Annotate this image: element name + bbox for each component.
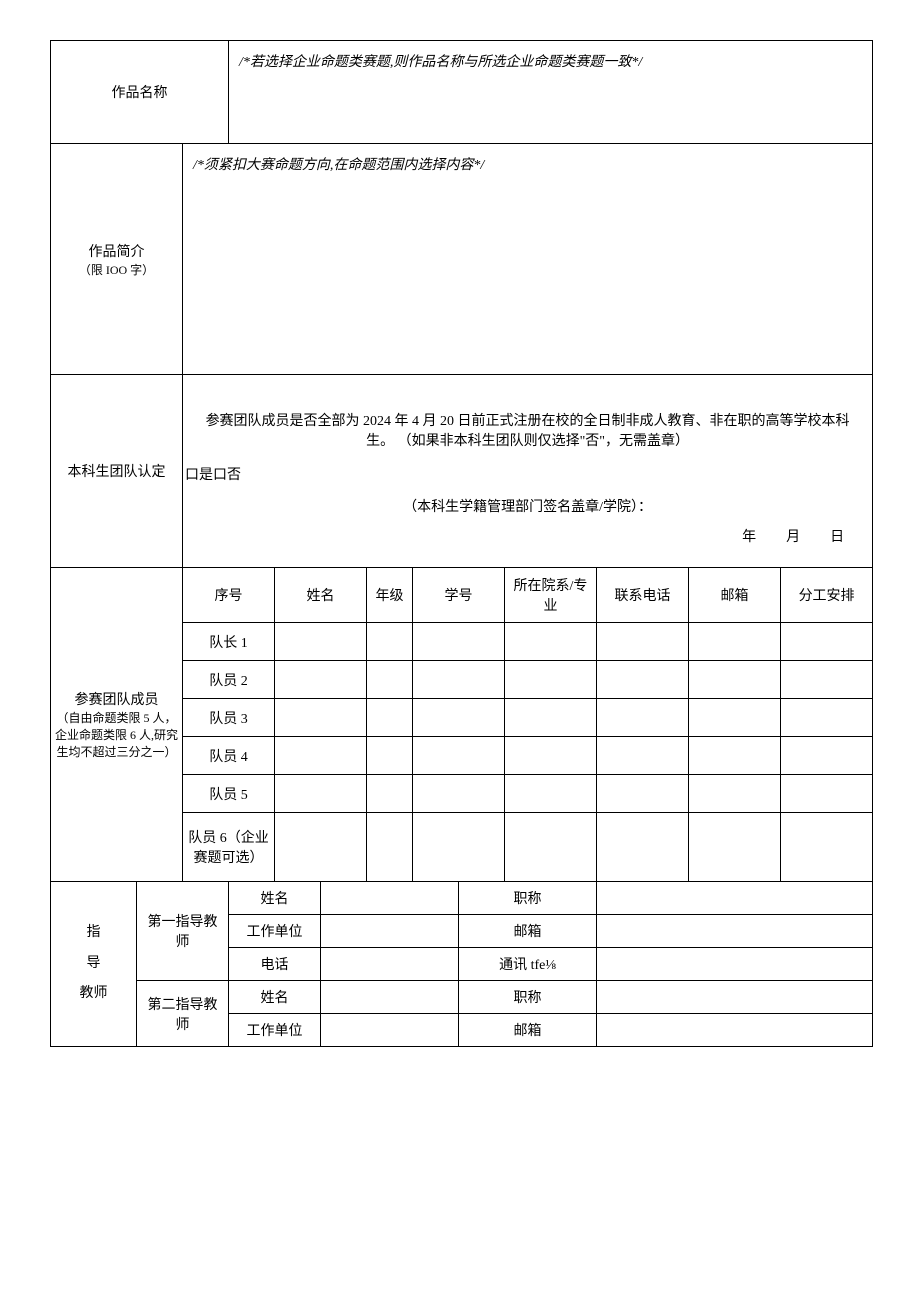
advisor1-addr-input[interactable]	[597, 948, 873, 981]
advisor1-title-input[interactable]	[597, 882, 873, 915]
member-name-3[interactable]	[275, 699, 367, 737]
member-row-num-6: 队员 6（企业赛题可选）	[183, 813, 275, 882]
members-header-name: 姓名	[275, 568, 367, 623]
advisor2-email-label: 邮箱	[459, 1014, 597, 1047]
member-email-4[interactable]	[689, 737, 781, 775]
members-header-num: 序号	[183, 568, 275, 623]
member-phone-5[interactable]	[597, 775, 689, 813]
advisor1-phone-input[interactable]	[321, 948, 459, 981]
member-dept-6[interactable]	[505, 813, 597, 882]
member-email-2[interactable]	[689, 661, 781, 699]
member-sid-6[interactable]	[413, 813, 505, 882]
member-phone-1[interactable]	[597, 623, 689, 661]
advisor1-name-input[interactable]	[321, 882, 459, 915]
work-name-label: 作品名称	[51, 41, 229, 144]
member-sid-2[interactable]	[413, 661, 505, 699]
members-header-sid: 学号	[413, 568, 505, 623]
member-phone-4[interactable]	[597, 737, 689, 775]
members-header-dept: 所在院系/专业	[505, 568, 597, 623]
advisor1-addr-label: 通讯 tfe⅛	[459, 948, 597, 981]
member-grade-2[interactable]	[367, 661, 413, 699]
member-role-2[interactable]	[781, 661, 873, 699]
advisor1-email-label: 邮箱	[459, 915, 597, 948]
advisor2-email-input[interactable]	[597, 1014, 873, 1047]
advisors-label-b: 导	[87, 956, 101, 971]
work-name-hint[interactable]: /*若选择企业命题类赛题,则作品名称与所选企业命题类赛题一致*/	[229, 41, 873, 144]
member-email-6[interactable]	[689, 813, 781, 882]
member-dept-3[interactable]	[505, 699, 597, 737]
members-header-role: 分工安排	[781, 568, 873, 623]
member-phone-6[interactable]	[597, 813, 689, 882]
member-role-4[interactable]	[781, 737, 873, 775]
member-grade-6[interactable]	[367, 813, 413, 882]
member-role-6[interactable]	[781, 813, 873, 882]
member-grade-1[interactable]	[367, 623, 413, 661]
member-email-3[interactable]	[689, 699, 781, 737]
member-phone-3[interactable]	[597, 699, 689, 737]
advisors-label-a: 指	[87, 925, 101, 940]
member-phone-2[interactable]	[597, 661, 689, 699]
member-name-1[interactable]	[275, 623, 367, 661]
member-grade-4[interactable]	[367, 737, 413, 775]
member-dept-4[interactable]	[505, 737, 597, 775]
member-row-num-2: 队员 2	[183, 661, 275, 699]
member-row-num-1: 队长 1	[183, 623, 275, 661]
form-table: 作品名称 /*若选择企业命题类赛题,则作品名称与所选企业命题类赛题一致*/ 作品…	[50, 40, 873, 1047]
member-sid-1[interactable]	[413, 623, 505, 661]
work-desc-sub: （限 IOO 字）	[55, 261, 178, 278]
member-grade-3[interactable]	[367, 699, 413, 737]
member-role-5[interactable]	[781, 775, 873, 813]
team-cert-date: 年 月 日	[183, 522, 872, 550]
member-sid-5[interactable]	[413, 775, 505, 813]
advisor2-name-label: 姓名	[229, 981, 321, 1014]
advisor1-email-input[interactable]	[597, 915, 873, 948]
work-desc-label: 作品简介	[89, 245, 145, 260]
advisor2-title-input[interactable]	[597, 981, 873, 1014]
member-row-num-5: 队员 5	[183, 775, 275, 813]
member-dept-5[interactable]	[505, 775, 597, 813]
member-sid-3[interactable]	[413, 699, 505, 737]
work-desc-label-cell: 作品简介 （限 IOO 字）	[51, 144, 183, 375]
member-role-3[interactable]	[781, 699, 873, 737]
advisor1-unit-input[interactable]	[321, 915, 459, 948]
members-label-cell: 参赛团队成员 （自由命题类限 5 人，企业命题类限 6 人,研究生均不超过三分之…	[51, 568, 183, 882]
team-cert-sign: （本科生学籍管理部门签名盖章/学院）：	[183, 490, 872, 522]
advisor1-title-label: 职称	[459, 882, 597, 915]
member-grade-5[interactable]	[367, 775, 413, 813]
members-header-grade: 年级	[367, 568, 413, 623]
member-name-6[interactable]	[275, 813, 367, 882]
member-role-1[interactable]	[781, 623, 873, 661]
team-cert-label: 本科生团队认定	[51, 375, 183, 568]
member-dept-2[interactable]	[505, 661, 597, 699]
team-cert-content: 参赛团队成员是否全部为 2024 年 4 月 20 日前正式注册在校的全日制非成…	[183, 375, 873, 568]
advisor-first-label: 第一指导教师	[137, 882, 229, 981]
advisor1-name-label: 姓名	[229, 882, 321, 915]
advisor1-phone-label: 电话	[229, 948, 321, 981]
advisor-second-label: 第二指导教师	[137, 981, 229, 1047]
work-desc-input[interactable]: /*须紧扣大赛命题方向,在命题范围内选择内容*/	[183, 144, 873, 375]
member-name-5[interactable]	[275, 775, 367, 813]
advisors-label: 指 导 教师	[51, 882, 137, 1047]
member-row-num-4: 队员 4	[183, 737, 275, 775]
advisor2-unit-input[interactable]	[321, 1014, 459, 1047]
member-email-1[interactable]	[689, 623, 781, 661]
member-dept-1[interactable]	[505, 623, 597, 661]
member-sid-4[interactable]	[413, 737, 505, 775]
members-header-email: 邮箱	[689, 568, 781, 623]
member-name-4[interactable]	[275, 737, 367, 775]
member-row-num-3: 队员 3	[183, 699, 275, 737]
team-cert-checkbox[interactable]: 口是口否	[183, 458, 872, 490]
advisors-label-c: 教师	[80, 986, 108, 1001]
member-name-2[interactable]	[275, 661, 367, 699]
members-sub: （自由命题类限 5 人，企业命题类限 6 人,研究生均不超过三分之一）	[55, 709, 178, 760]
team-cert-text: 参赛团队成员是否全部为 2024 年 4 月 20 日前正式注册在校的全日制非成…	[183, 392, 872, 458]
member-email-5[interactable]	[689, 775, 781, 813]
advisor1-unit-label: 工作单位	[229, 915, 321, 948]
advisor2-unit-label: 工作单位	[229, 1014, 321, 1047]
members-header-phone: 联系电话	[597, 568, 689, 623]
advisor2-name-input[interactable]	[321, 981, 459, 1014]
advisor2-title-label: 职称	[459, 981, 597, 1014]
members-label: 参赛团队成员	[75, 693, 159, 708]
